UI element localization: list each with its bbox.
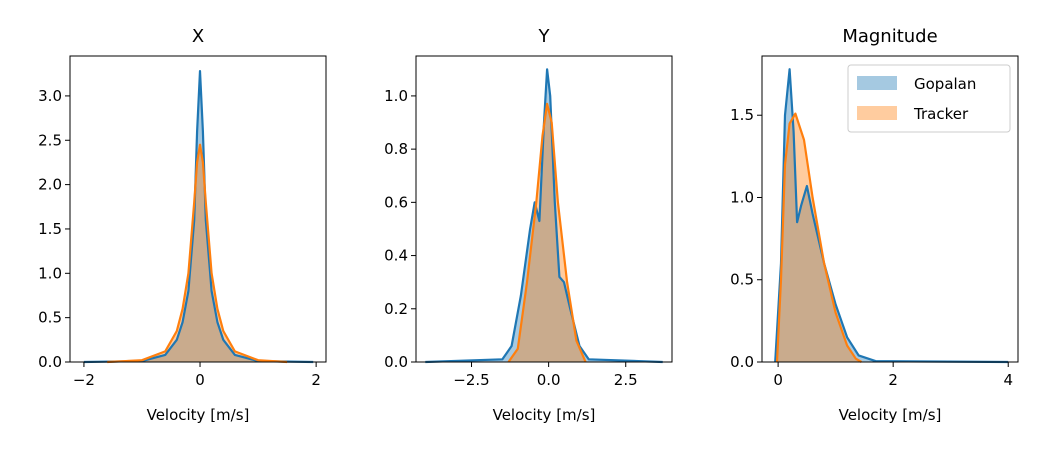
y-tick-label: 2.5 (38, 131, 62, 149)
legend-label: Tracker (913, 105, 969, 123)
y-tick-label: 1.0 (730, 188, 754, 206)
x-tick-label: 0 (773, 371, 783, 389)
y-tick-label: 0.0 (730, 353, 754, 371)
histogram-tracker (508, 103, 586, 363)
y-tick-label: 0.5 (38, 309, 62, 327)
y-tick-label: 3.0 (38, 87, 62, 105)
kde-line-gopalan (83, 70, 314, 364)
kde-line-tracker (107, 143, 288, 364)
legend-swatch-tracker (857, 106, 897, 120)
y-tick-label: 2.0 (38, 176, 62, 194)
kde-line-gopalan (774, 68, 1009, 364)
subplot-title: Magnitude (842, 26, 937, 47)
x-axis-label: Velocity [m/s] (493, 406, 596, 424)
y-tick-label: 0.5 (730, 271, 754, 289)
y-tick-label: 0.2 (384, 300, 408, 318)
axes-frame (415, 55, 673, 363)
x-tick-label: −2.5 (453, 371, 489, 389)
subplot-title: Y (538, 26, 551, 47)
x-tick-label: 0.0 (537, 371, 561, 389)
x-axis-label: Velocity [m/s] (839, 406, 942, 424)
legend-frame (847, 64, 1011, 133)
x-tick-label: 2 (311, 371, 321, 389)
legend-label: Gopalan (914, 75, 976, 93)
x-tick-label: 4 (1003, 371, 1013, 389)
y-tick-label: 1.0 (384, 87, 408, 105)
histogram-gopalan (83, 71, 314, 362)
kde-line-tracker (775, 112, 863, 363)
axes-frame (69, 55, 327, 363)
kde-line-tracker (507, 102, 587, 363)
y-tick-label: 0.0 (38, 353, 62, 371)
x-axis-label: Velocity [m/s] (147, 406, 250, 424)
histogram-tracker (107, 144, 288, 362)
legend-swatch-gopalan (857, 76, 897, 90)
x-tick-label: 2 (888, 371, 898, 389)
y-tick-label: 0.6 (384, 193, 408, 211)
y-tick-label: 1.0 (38, 264, 62, 282)
y-tick-label: 0.0 (384, 353, 408, 371)
y-tick-label: 1.5 (730, 106, 754, 124)
subplot-3: 0 2 4 0.0 0.5 1.0 1.5 Magnitude Velocity [m/s] Go… (730, 26, 1019, 424)
legend: Gopalan Tracker (847, 64, 1011, 133)
x-tick-label: 0 (195, 371, 205, 389)
histogram-gopalan (775, 69, 1009, 362)
subplot-2: −2.5 0.0 2.5 0.0 0.2 0.4 0.6 0.8 1.0 Y Velocity [m… (384, 26, 673, 424)
subplot-1: −2 0 2 0.0 0.5 1.0 1.5 2.0 2.5 3.0 X Velocity [m/s] (38, 26, 327, 424)
x-tick-label: 2.5 (614, 371, 638, 389)
y-tick-label: 1.5 (38, 220, 62, 238)
x-tick-label: −2 (73, 371, 95, 389)
axes-frame (761, 55, 1019, 363)
histogram-gopalan (425, 69, 663, 363)
subplot-title: X (192, 26, 204, 47)
y-tick-label: 0.4 (384, 247, 408, 265)
y-tick-label: 0.8 (384, 140, 408, 158)
